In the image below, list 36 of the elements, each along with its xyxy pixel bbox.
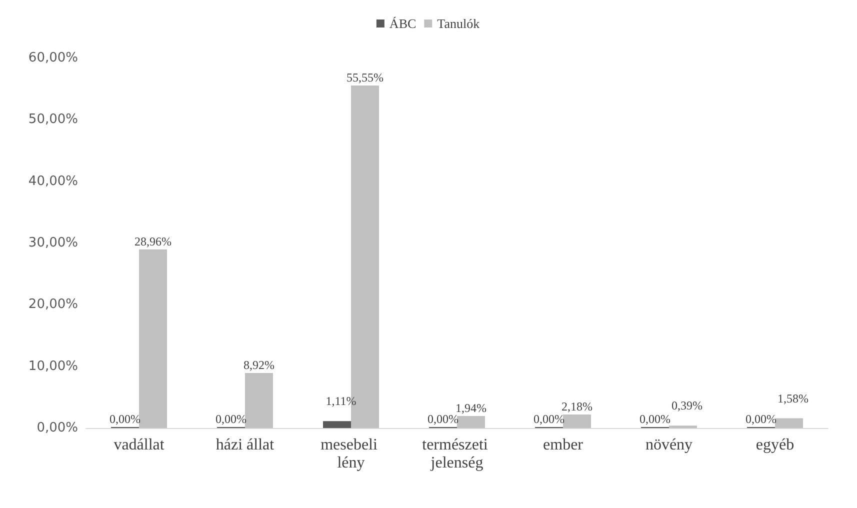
y-tick-label: 40,00% xyxy=(28,174,78,189)
data-label: 1,94% xyxy=(456,401,486,416)
data-label: 0,39% xyxy=(672,398,702,413)
data-label: 0,00% xyxy=(534,412,564,426)
y-tick-label: 20,00% xyxy=(28,297,78,312)
data-label: 1,11% xyxy=(326,394,356,408)
data-label: 55,55% xyxy=(346,70,384,84)
y-tick-label: 10,00% xyxy=(28,358,78,374)
data-label: 28,96% xyxy=(134,234,172,248)
legend-label: ÁBC xyxy=(389,16,416,31)
bar xyxy=(457,416,485,428)
data-label: 0,00% xyxy=(110,412,140,426)
data-label: 8,92% xyxy=(244,358,274,372)
data-label: 2,18% xyxy=(562,400,592,414)
bar xyxy=(139,249,167,428)
x-tick-label: házi állat xyxy=(216,436,275,454)
y-tick-label: 60,00% xyxy=(28,50,78,66)
x-tick-label: mesebeli lény xyxy=(320,436,382,472)
y-tick-label: 50,00% xyxy=(28,112,78,128)
data-label: 0,00% xyxy=(428,412,458,426)
bar xyxy=(775,418,803,428)
x-tick-label: növény xyxy=(645,436,693,454)
data-label: 0,00% xyxy=(746,412,776,426)
data-label: 0,00% xyxy=(216,412,246,426)
y-tick-label: 0,00% xyxy=(36,420,78,436)
x-tick-label: természeti jelenség xyxy=(422,436,492,472)
x-tick-label: egyéb xyxy=(756,436,794,454)
x-tick-label: vadállat xyxy=(114,436,165,454)
data-label: 1,58% xyxy=(778,391,808,406)
data-label: 0,00% xyxy=(640,412,670,426)
legend-label: Tanulók xyxy=(437,16,480,31)
bar xyxy=(245,372,273,428)
y-tick-label: 30,00% xyxy=(28,236,78,250)
bar xyxy=(323,421,351,428)
x-tick-label: ember xyxy=(543,436,584,454)
bar xyxy=(563,414,591,428)
